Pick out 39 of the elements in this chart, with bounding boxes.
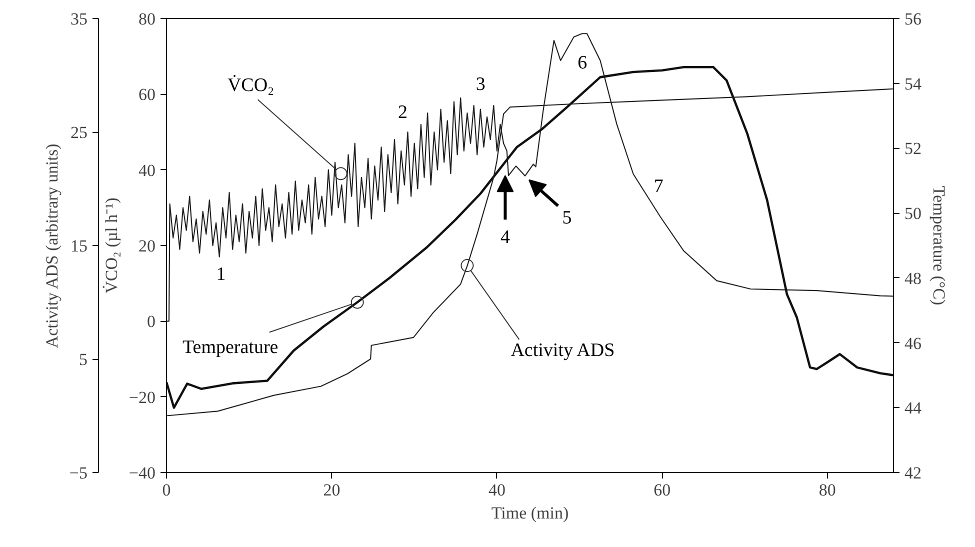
annotation: 3 <box>476 74 486 95</box>
annotation: 4 <box>500 227 510 248</box>
x-tick-label: 60 <box>654 480 671 500</box>
x-tick-label: 0 <box>162 480 171 500</box>
y2-tick-label: 42 <box>904 464 922 482</box>
annotation: V̇CO₂ <box>227 74 274 96</box>
y2-tick-label: 46 <box>904 334 922 353</box>
annotation: 5 <box>562 207 572 228</box>
y2-tick-label: 56 <box>904 10 922 28</box>
y2-tick-label: 52 <box>904 139 922 158</box>
x-axis-title: Time (min) <box>491 504 569 522</box>
y3-tick-label: −5 <box>69 464 88 482</box>
y2-tick-label: 48 <box>904 268 922 288</box>
y-axis-title: V̇CO₂ (µl h⁻¹) <box>102 198 121 294</box>
y-tick-label: 40 <box>138 160 156 180</box>
annotation: 2 <box>398 102 408 124</box>
annotation: 6 <box>578 52 588 74</box>
y3-tick-label: 5 <box>79 350 88 369</box>
annotation: 1 <box>216 264 226 286</box>
x-tick-label: 80 <box>818 480 836 500</box>
y2-tick-label: 54 <box>904 74 922 94</box>
y-tick-label: −40 <box>128 464 156 482</box>
x-tick-label: 40 <box>488 480 506 500</box>
y3-tick-label: 25 <box>70 123 88 142</box>
y2-axis-title: Temperature (°C) <box>930 186 948 306</box>
y-tick-label: −20 <box>128 388 156 407</box>
y3-tick-label: 35 <box>70 10 88 28</box>
y2-tick-label: 50 <box>904 204 922 224</box>
y2-tick-label: 44 <box>904 398 922 418</box>
y3-axis-title: Activity ADS (arbitrary units) <box>42 144 62 348</box>
annotation: 7 <box>654 176 664 198</box>
y-tick-label: 60 <box>138 85 156 104</box>
y3-tick-label: 15 <box>70 236 88 256</box>
annotation: Activity ADS <box>510 340 615 362</box>
y-tick-label: 80 <box>138 10 156 28</box>
y-tick-label: 0 <box>147 312 156 332</box>
y-tick-label: 20 <box>138 236 156 256</box>
x-tick-label: 20 <box>323 480 340 500</box>
annotation: Temperature <box>182 336 278 358</box>
